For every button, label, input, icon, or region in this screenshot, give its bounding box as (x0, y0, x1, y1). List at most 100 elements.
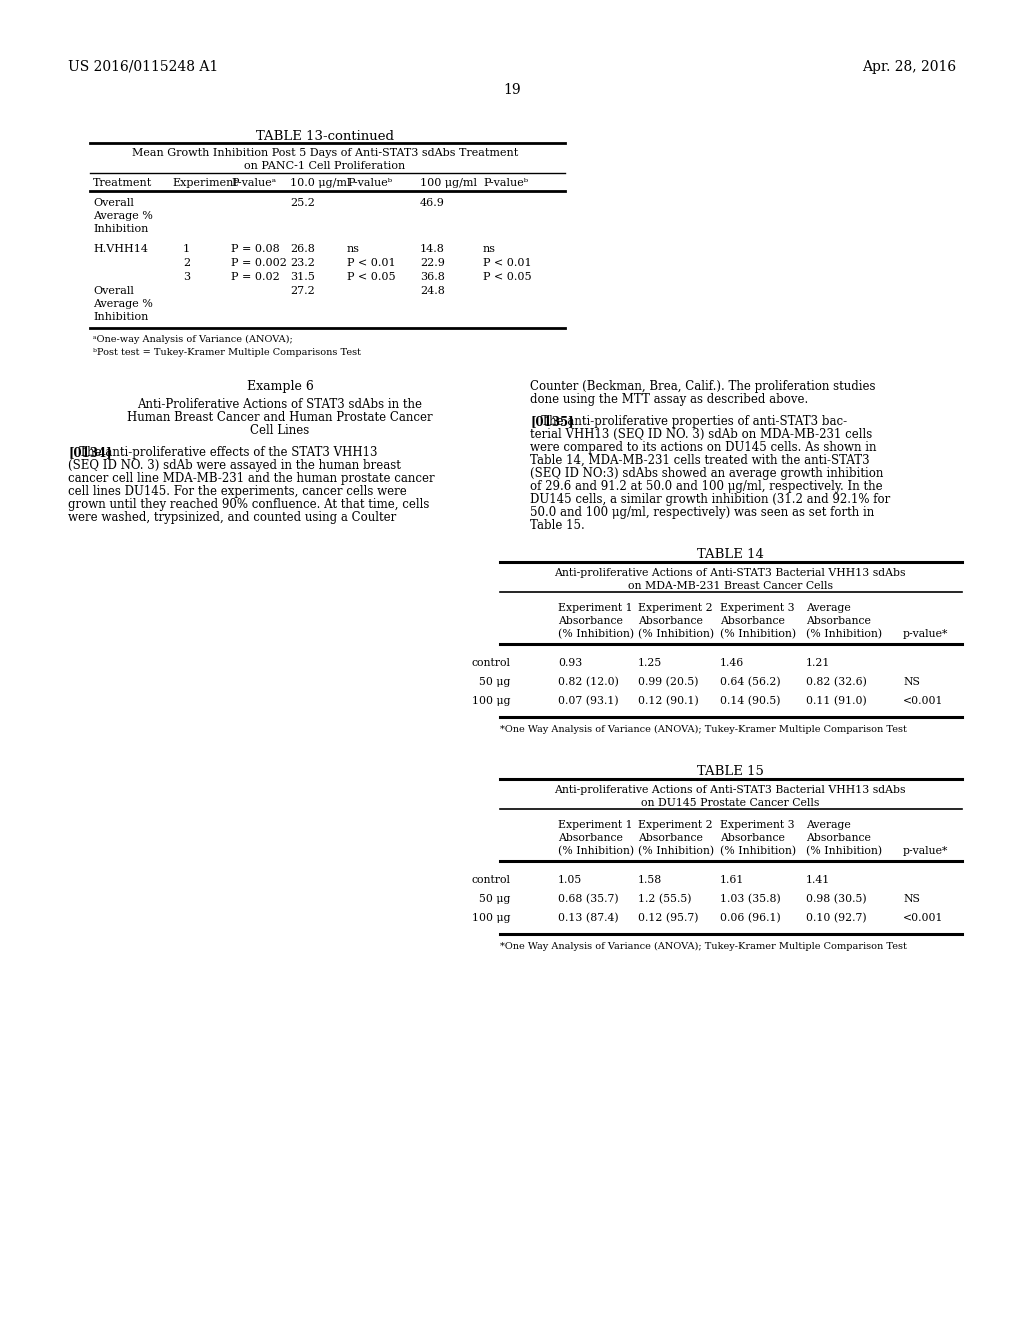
Text: 0.93: 0.93 (558, 657, 583, 668)
Text: The anti-proliferative effects of the STAT3 VHH13: The anti-proliferative effects of the ST… (68, 446, 378, 459)
Text: 22.9: 22.9 (420, 257, 444, 268)
Text: [0134]: [0134] (68, 446, 112, 459)
Text: P = 0.08: P = 0.08 (231, 244, 280, 253)
Text: (SEQ ID NO:3) sdAbs showed an average growth inhibition: (SEQ ID NO:3) sdAbs showed an average gr… (530, 467, 884, 480)
Text: p-value*: p-value* (903, 630, 948, 639)
Text: P = 0.02: P = 0.02 (231, 272, 280, 282)
Text: 0.12 (90.1): 0.12 (90.1) (638, 696, 698, 706)
Text: Experiment: Experiment (172, 178, 238, 187)
Text: on MDA-MB-231 Breast Cancer Cells: on MDA-MB-231 Breast Cancer Cells (628, 581, 833, 591)
Text: Counter (Beckman, Brea, Calif.). The proliferation studies: Counter (Beckman, Brea, Calif.). The pro… (530, 380, 876, 393)
Text: 1.25: 1.25 (638, 657, 663, 668)
Text: Absorbance: Absorbance (558, 833, 623, 843)
Text: 26.8: 26.8 (290, 244, 314, 253)
Text: Table 14, MDA-MB-231 cells treated with the anti-STAT3: Table 14, MDA-MB-231 cells treated with … (530, 454, 869, 467)
Text: Overall: Overall (93, 286, 134, 296)
Text: ns: ns (483, 244, 496, 253)
Text: (% Inhibition): (% Inhibition) (558, 630, 634, 639)
Text: 0.12 (95.7): 0.12 (95.7) (638, 913, 698, 923)
Text: Absorbance: Absorbance (720, 616, 784, 626)
Text: 50 μg: 50 μg (478, 677, 510, 686)
Text: of 29.6 and 91.2 at 50.0 and 100 μg/ml, respectively. In the: of 29.6 and 91.2 at 50.0 and 100 μg/ml, … (530, 480, 883, 492)
Text: Treatment: Treatment (93, 178, 153, 187)
Text: 10.0 μg/ml: 10.0 μg/ml (290, 178, 350, 187)
Text: <0.001: <0.001 (903, 696, 943, 706)
Text: were compared to its actions on DU145 cells. As shown in: were compared to its actions on DU145 ce… (530, 441, 877, 454)
Text: 46.9: 46.9 (420, 198, 444, 209)
Text: 0.68 (35.7): 0.68 (35.7) (558, 894, 618, 904)
Text: 1.05: 1.05 (558, 875, 583, 884)
Text: Table 15.: Table 15. (530, 519, 585, 532)
Text: Experiment 3: Experiment 3 (720, 820, 795, 830)
Text: (% Inhibition): (% Inhibition) (806, 630, 882, 639)
Text: 3: 3 (183, 272, 190, 282)
Text: [0135]: [0135] (530, 414, 573, 428)
Text: H.VHH14: H.VHH14 (93, 244, 148, 253)
Text: 1.03 (35.8): 1.03 (35.8) (720, 894, 780, 904)
Text: 0.64 (56.2): 0.64 (56.2) (720, 677, 780, 688)
Text: 1.21: 1.21 (806, 657, 830, 668)
Text: Absorbance: Absorbance (638, 833, 702, 843)
Text: (% Inhibition): (% Inhibition) (638, 846, 714, 857)
Text: 50 μg: 50 μg (478, 894, 510, 904)
Text: Anti-proliferative Actions of Anti-STAT3 Bacterial VHH13 sdAbs: Anti-proliferative Actions of Anti-STAT3… (554, 785, 906, 795)
Text: 0.99 (20.5): 0.99 (20.5) (638, 677, 698, 688)
Text: 0.06 (96.1): 0.06 (96.1) (720, 913, 780, 923)
Text: 14.8: 14.8 (420, 244, 444, 253)
Text: *One Way Analysis of Variance (ANOVA); Tukey-Kramer Multiple Comparison Test: *One Way Analysis of Variance (ANOVA); T… (500, 725, 907, 734)
Text: 1.61: 1.61 (720, 875, 744, 884)
Text: *One Way Analysis of Variance (ANOVA); Tukey-Kramer Multiple Comparison Test: *One Way Analysis of Variance (ANOVA); T… (500, 942, 907, 952)
Text: 1.41: 1.41 (806, 875, 830, 884)
Text: (% Inhibition): (% Inhibition) (720, 846, 796, 857)
Text: Human Breast Cancer and Human Prostate Cancer: Human Breast Cancer and Human Prostate C… (127, 411, 433, 424)
Text: 27.2: 27.2 (290, 286, 314, 296)
Text: (% Inhibition): (% Inhibition) (806, 846, 882, 857)
Text: Experiment 1: Experiment 1 (558, 603, 633, 612)
Text: Mean Growth Inhibition Post 5 Days of Anti-STAT3 sdAbs Treatment: Mean Growth Inhibition Post 5 Days of An… (132, 148, 518, 158)
Text: 1.46: 1.46 (720, 657, 744, 668)
Text: Cell Lines: Cell Lines (251, 424, 309, 437)
Text: terial VHH13 (SEQ ID NO. 3) sdAb on MDA-MB-231 cells: terial VHH13 (SEQ ID NO. 3) sdAb on MDA-… (530, 428, 872, 441)
Text: Absorbance: Absorbance (806, 833, 870, 843)
Text: Anti-Proliferative Actions of STAT3 sdAbs in the: Anti-Proliferative Actions of STAT3 sdAb… (137, 399, 423, 411)
Text: Inhibition: Inhibition (93, 224, 148, 234)
Text: 25.2: 25.2 (290, 198, 314, 209)
Text: Absorbance: Absorbance (558, 616, 623, 626)
Text: Average %: Average % (93, 300, 153, 309)
Text: 0.07 (93.1): 0.07 (93.1) (558, 696, 618, 706)
Text: 100 μg: 100 μg (471, 913, 510, 923)
Text: Inhibition: Inhibition (93, 312, 148, 322)
Text: 0.13 (87.4): 0.13 (87.4) (558, 913, 618, 923)
Text: ᵃOne-way Analysis of Variance (ANOVA);: ᵃOne-way Analysis of Variance (ANOVA); (93, 335, 293, 345)
Text: Example 6: Example 6 (247, 380, 313, 393)
Text: Average %: Average % (93, 211, 153, 220)
Text: P < 0.01: P < 0.01 (347, 257, 395, 268)
Text: P = 0.002: P = 0.002 (231, 257, 287, 268)
Text: 23.2: 23.2 (290, 257, 314, 268)
Text: P-valueᵇ: P-valueᵇ (483, 178, 528, 187)
Text: (% Inhibition): (% Inhibition) (720, 630, 796, 639)
Text: Experiment 2: Experiment 2 (638, 603, 713, 612)
Text: 24.8: 24.8 (420, 286, 444, 296)
Text: 1.58: 1.58 (638, 875, 663, 884)
Text: grown until they reached 90% confluence. At that time, cells: grown until they reached 90% confluence.… (68, 498, 429, 511)
Text: (% Inhibition): (% Inhibition) (558, 846, 634, 857)
Text: TABLE 13-continued: TABLE 13-continued (256, 129, 394, 143)
Text: done using the MTT assay as described above.: done using the MTT assay as described ab… (530, 393, 808, 407)
Text: NS: NS (903, 894, 920, 904)
Text: (% Inhibition): (% Inhibition) (638, 630, 714, 639)
Text: control: control (471, 657, 510, 668)
Text: ᵇPost test = Tukey-Kramer Multiple Comparisons Test: ᵇPost test = Tukey-Kramer Multiple Compa… (93, 348, 361, 356)
Text: 0.11 (91.0): 0.11 (91.0) (806, 696, 866, 706)
Text: P-valueᵇ: P-valueᵇ (347, 178, 392, 187)
Text: TABLE 15: TABLE 15 (696, 766, 764, 777)
Text: (SEQ ID NO. 3) sdAb were assayed in the human breast: (SEQ ID NO. 3) sdAb were assayed in the … (68, 459, 400, 473)
Text: Absorbance: Absorbance (806, 616, 870, 626)
Text: were washed, trypsinized, and counted using a Coulter: were washed, trypsinized, and counted us… (68, 511, 396, 524)
Text: 1.2 (55.5): 1.2 (55.5) (638, 894, 691, 904)
Text: on DU145 Prostate Cancer Cells: on DU145 Prostate Cancer Cells (641, 799, 819, 808)
Text: cell lines DU145. For the experiments, cancer cells were: cell lines DU145. For the experiments, c… (68, 484, 407, 498)
Text: ns: ns (347, 244, 360, 253)
Text: P < 0.05: P < 0.05 (347, 272, 395, 282)
Text: Experiment 3: Experiment 3 (720, 603, 795, 612)
